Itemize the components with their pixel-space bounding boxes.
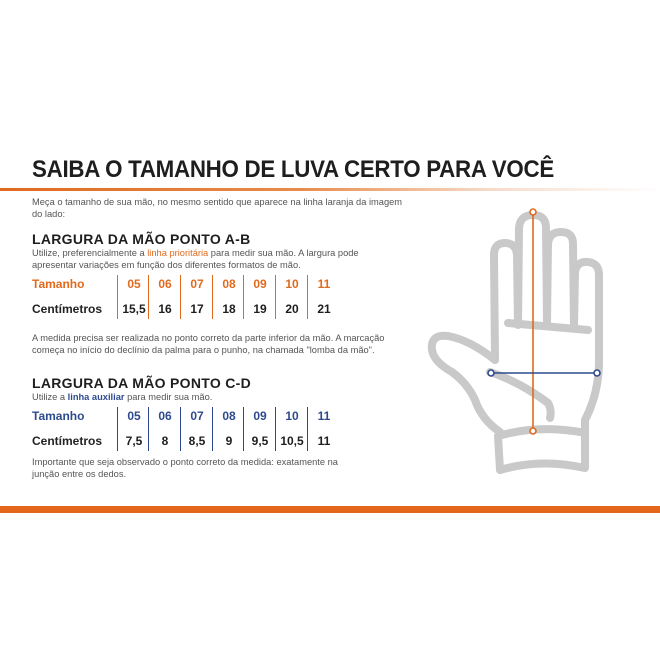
column-separator [243,275,244,319]
size-cell: 05 [127,409,141,423]
column-separator [180,407,181,451]
size-cell: 08 [222,277,236,291]
bottom-bar [0,506,660,513]
column-separator [275,275,276,319]
column-separator [307,407,308,451]
size-cell: 06 [158,277,172,291]
size-cell: 11 [317,409,331,423]
column-separator [117,407,118,451]
size-cell: 10 [285,277,299,291]
auxiliary-line-highlight: linha auxiliar [67,392,125,402]
cm-label: Centímetros [32,302,103,316]
section-ab-note: A medida precisa ser realizada no ponto … [32,332,384,356]
note-line: Importante que seja observado o ponto co… [32,457,338,467]
cm-cell: 20 [285,302,299,316]
column-separator [148,275,149,319]
title-divider [0,188,660,191]
cm-cell: 15,5 [122,302,146,316]
cm-cell: 8 [161,434,169,448]
point-d [593,369,601,377]
size-cell: 08 [222,409,236,423]
intro-line: do lado: [32,209,66,219]
cm-cell: 10,5 [280,434,304,448]
column-separator [212,275,213,319]
column-separator [275,407,276,451]
cm-cell: 17 [190,302,204,316]
cm-cell: 18 [222,302,236,316]
column-separator [148,407,149,451]
page-title: SAIBA O TAMANHO DE LUVA CERTO PARA VOCÊ [32,156,554,183]
point-a [529,208,537,216]
point-b [529,427,537,435]
size-cell: 05 [127,277,141,291]
section-cd-description: Utilize a linha auxiliar para medir sua … [32,391,212,403]
note-line: começa no início do declínio da palma pa… [32,345,375,355]
size-cell: 09 [253,409,267,423]
column-separator [212,407,213,451]
cm-cell: 19 [253,302,267,316]
point-c [487,369,495,377]
hand-outline-icon [427,211,603,474]
size-label: Tamanho [32,409,85,423]
note-line: A medida precisa ser realizada no ponto … [32,333,385,343]
column-separator [307,275,308,319]
desc-text: apresentar variações em função dos difer… [32,260,301,270]
priority-line-highlight: linha prioritária [147,248,209,258]
cm-cell: 7,5 [125,434,143,448]
cm-cell: 8,5 [188,434,206,448]
desc-text: para medir sua mão. [124,392,213,402]
size-cell: 07 [190,409,204,423]
desc-text: para medir sua mão. A largura pode [208,248,359,258]
desc-text: Utilize a [32,392,68,402]
size-label: Tamanho [32,277,85,291]
size-cell: 07 [190,277,204,291]
section-cd-heading: LARGURA DA MÃO PONTO C-D [32,375,252,391]
size-cell: 06 [158,409,172,423]
cm-cell: 11 [317,434,331,448]
intro-text: Meça o tamanho de sua mão, no mesmo sent… [32,196,402,220]
note-line: junção entre os dedos. [32,469,127,479]
cm-cell: 9,5 [251,434,269,448]
size-cell: 09 [253,277,267,291]
column-separator [180,275,181,319]
size-cell: 10 [285,409,299,423]
section-cd-note: Importante que seja observado o ponto co… [32,456,338,480]
cm-label: Centímetros [32,434,103,448]
cm-cell: 21 [317,302,331,316]
column-separator [117,275,118,319]
size-cell: 11 [317,277,331,291]
section-ab-heading: LARGURA DA MÃO PONTO A-B [32,231,251,247]
intro-line: Meça o tamanho de sua mão, no mesmo sent… [32,197,403,207]
cm-cell: 9 [225,434,233,448]
column-separator [243,407,244,451]
section-ab-description: Utilize, preferencialmente a linha prior… [32,247,359,271]
cm-cell: 16 [158,302,172,316]
desc-text: Utilize, preferencialmente a [32,248,148,258]
